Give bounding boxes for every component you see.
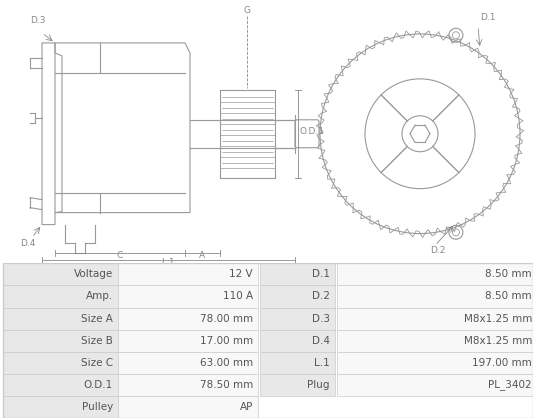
FancyBboxPatch shape (260, 263, 335, 285)
Text: M8x1.25 mm: M8x1.25 mm (464, 314, 532, 324)
FancyBboxPatch shape (337, 374, 533, 396)
Text: L.1: L.1 (314, 358, 330, 368)
Text: PL_3402: PL_3402 (488, 380, 532, 390)
FancyBboxPatch shape (337, 330, 533, 352)
Text: D.4: D.4 (312, 336, 330, 346)
FancyBboxPatch shape (260, 374, 335, 396)
Text: D.2: D.2 (312, 291, 330, 301)
FancyBboxPatch shape (118, 330, 258, 352)
FancyBboxPatch shape (3, 330, 118, 352)
FancyBboxPatch shape (260, 285, 335, 308)
FancyBboxPatch shape (3, 308, 118, 330)
FancyBboxPatch shape (260, 308, 335, 330)
FancyBboxPatch shape (3, 396, 118, 418)
FancyBboxPatch shape (3, 285, 118, 308)
FancyBboxPatch shape (118, 374, 258, 396)
FancyBboxPatch shape (260, 330, 335, 352)
Text: D.3: D.3 (30, 16, 46, 25)
FancyBboxPatch shape (118, 263, 258, 285)
Text: D.3: D.3 (312, 314, 330, 324)
FancyBboxPatch shape (3, 374, 118, 396)
Text: A: A (199, 250, 205, 260)
FancyBboxPatch shape (337, 263, 533, 285)
Text: D.1: D.1 (312, 269, 330, 279)
Text: Pulley: Pulley (82, 402, 113, 412)
Text: 12 V: 12 V (229, 269, 253, 279)
FancyBboxPatch shape (3, 352, 118, 374)
Text: AP: AP (240, 402, 253, 412)
Text: 78.00 mm: 78.00 mm (200, 314, 253, 324)
Text: O.D.1: O.D.1 (84, 380, 113, 390)
Text: O.D.1: O.D.1 (300, 127, 325, 136)
Text: Size B: Size B (81, 336, 113, 346)
Text: D.4: D.4 (20, 239, 36, 247)
Text: Amp.: Amp. (86, 291, 113, 301)
FancyBboxPatch shape (118, 308, 258, 330)
FancyBboxPatch shape (118, 285, 258, 308)
Text: M8x1.25 mm: M8x1.25 mm (464, 336, 532, 346)
FancyBboxPatch shape (118, 352, 258, 374)
Text: Plug: Plug (308, 380, 330, 390)
Text: D.2: D.2 (430, 245, 446, 255)
Text: D.1: D.1 (480, 13, 496, 22)
FancyBboxPatch shape (3, 263, 118, 285)
FancyBboxPatch shape (337, 352, 533, 374)
Text: L.1: L.1 (161, 257, 175, 267)
Text: 63.00 mm: 63.00 mm (200, 358, 253, 368)
Text: Size A: Size A (81, 314, 113, 324)
Text: 8.50 mm: 8.50 mm (486, 269, 532, 279)
Text: Voltage: Voltage (74, 269, 113, 279)
Text: C: C (117, 250, 123, 260)
Text: 17.00 mm: 17.00 mm (200, 336, 253, 346)
Text: G: G (244, 6, 251, 15)
FancyBboxPatch shape (337, 308, 533, 330)
Text: Size C: Size C (81, 358, 113, 368)
Text: 110 A: 110 A (223, 291, 253, 301)
FancyBboxPatch shape (118, 396, 258, 418)
FancyBboxPatch shape (337, 285, 533, 308)
Text: 197.00 mm: 197.00 mm (472, 358, 532, 368)
Text: 8.50 mm: 8.50 mm (486, 291, 532, 301)
FancyBboxPatch shape (260, 352, 335, 374)
Text: 78.50 mm: 78.50 mm (200, 380, 253, 390)
